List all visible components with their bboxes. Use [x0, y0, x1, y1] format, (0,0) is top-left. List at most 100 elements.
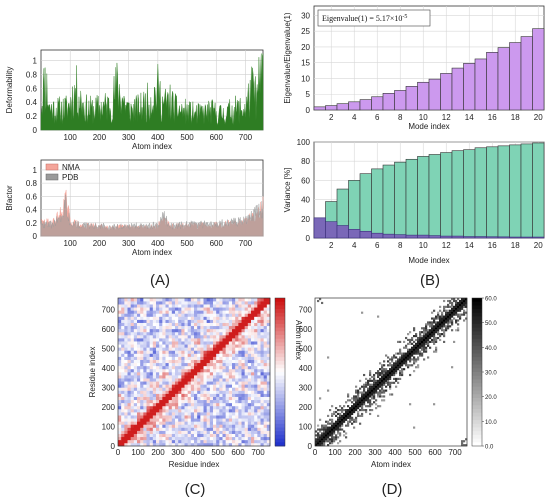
contact-cell [337, 412, 340, 416]
heatmap-cell [175, 331, 179, 336]
contact-cell [459, 307, 462, 310]
heatmap-cell [260, 301, 264, 305]
contact-cell [375, 381, 378, 384]
contact-cell [361, 399, 364, 402]
heatmap-cell [254, 409, 258, 413]
heatmap-cell [137, 328, 141, 333]
heatmap-cell [203, 356, 207, 360]
contact-cell [321, 438, 324, 441]
colorbar-segment [472, 438, 482, 443]
heatmap-cell [194, 310, 198, 314]
heatmap-cell [118, 310, 122, 314]
heatmap-cell [254, 402, 258, 407]
heatmap-cell [238, 368, 242, 373]
contact-cell [387, 377, 390, 380]
heatmap-cell [165, 338, 169, 342]
heatmap-cell [168, 335, 173, 339]
contact-cell [381, 389, 384, 392]
heatmap-cell [257, 341, 261, 345]
heatmap-cell [168, 405, 173, 410]
heatmap-cell [187, 378, 192, 382]
heatmap-cell [152, 372, 157, 376]
deformability-area [40, 53, 264, 131]
heatmap-cell [152, 304, 157, 308]
heatmap-cell [143, 301, 147, 305]
contact-cell [327, 426, 330, 429]
heatmap-cell [178, 298, 182, 302]
heatmap-cell [197, 384, 201, 388]
heatmap-cell [203, 424, 207, 428]
heatmap-cell [219, 344, 223, 348]
heatmap-cell [140, 399, 144, 404]
contact-cell [373, 389, 376, 392]
heatmap-cell [266, 402, 271, 407]
heatmap-cell [171, 359, 176, 364]
heatmap-cell [257, 375, 261, 379]
contact-cell [419, 335, 422, 338]
heatmap-cell [222, 393, 226, 397]
heatmap-cell [260, 433, 264, 438]
x-tick-label: 10 [419, 113, 428, 122]
heatmap-cell [251, 304, 255, 308]
contact-cell [329, 418, 332, 421]
y-tick-label: 80 [301, 157, 310, 166]
heatmap-cell [181, 298, 185, 302]
contact-cell [391, 368, 394, 371]
heatmap-cell [206, 378, 211, 382]
contact-cell [391, 393, 394, 396]
contact-cell [463, 309, 466, 312]
contact-cell [433, 335, 436, 338]
contact-cell [363, 373, 366, 377]
contact-cell [329, 442, 332, 445]
heatmap-cell [219, 421, 223, 425]
heatmap-cell [251, 335, 255, 339]
contact-cell [407, 350, 410, 353]
contact-cell [381, 373, 384, 377]
contact-cell [425, 346, 428, 349]
heatmap-cell [127, 387, 131, 391]
heatmap-cell [244, 328, 249, 333]
heatmap-cell [143, 316, 147, 320]
heatmap-cell [222, 402, 226, 407]
heatmap-cell [263, 412, 268, 416]
heatmap-cell [133, 319, 138, 323]
contact-cell [393, 370, 396, 373]
heatmap-cell [175, 313, 179, 317]
contact-cell [325, 432, 328, 435]
contact-cell [373, 379, 376, 382]
heatmap-cell [206, 393, 211, 397]
heatmap-cell [171, 304, 176, 308]
contact-cell [399, 352, 402, 355]
heatmap-cell [247, 298, 252, 302]
heatmap-cell [251, 368, 255, 373]
heatmap-cell [124, 430, 128, 434]
heatmap-cell [187, 393, 192, 397]
heatmap-cell [165, 335, 169, 339]
covariance-frame [117, 297, 271, 447]
heatmap-cell [184, 393, 188, 397]
heatmap-cell [203, 381, 207, 385]
contact-cell [429, 331, 432, 334]
heatmap-cell [247, 350, 252, 354]
heatmap-cell [175, 328, 179, 333]
contact-cell [435, 340, 438, 343]
heatmap-cell [203, 362, 207, 367]
heatmap-cell [244, 341, 249, 345]
heatmap-cell [209, 399, 214, 404]
contact-cell [371, 395, 374, 398]
heatmap-cell [247, 405, 252, 410]
heatmap-cell [241, 396, 245, 401]
heatmap-cell [209, 412, 214, 416]
contact-cell [419, 338, 422, 342]
heatmap-cell [121, 442, 125, 447]
x-tick-label: 400 [151, 239, 165, 248]
variance-x-label: Mode index [408, 256, 449, 265]
contact-cell [439, 323, 442, 326]
x-tick-label: 400 [151, 133, 165, 142]
heatmap-cell [181, 409, 185, 413]
contact-cell [345, 416, 348, 419]
covariance-colorbar [274, 297, 286, 447]
heatmap-cell [118, 356, 122, 360]
heatmap-cell [209, 338, 214, 342]
